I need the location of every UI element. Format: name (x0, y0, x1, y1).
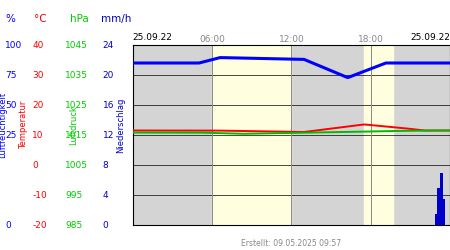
Text: 1015: 1015 (65, 130, 88, 140)
Bar (212, 45, 292, 225)
Text: 25: 25 (5, 130, 17, 140)
Text: %: % (5, 14, 15, 24)
Text: 0: 0 (32, 160, 38, 170)
Text: Niederschlag: Niederschlag (116, 97, 125, 153)
Text: Erstellt: 09.05.2025 09:57: Erstellt: 09.05.2025 09:57 (241, 238, 342, 248)
Bar (364, 45, 393, 225)
Text: 1025: 1025 (65, 100, 88, 110)
Text: 1005: 1005 (65, 160, 88, 170)
Text: hPa: hPa (70, 14, 89, 24)
Text: -10: -10 (32, 190, 47, 200)
Text: 20: 20 (32, 100, 44, 110)
Text: 75: 75 (5, 70, 17, 80)
Text: 20: 20 (103, 70, 114, 80)
Text: Luftfeuchtigkeit: Luftfeuchtigkeit (0, 92, 7, 158)
Text: 100: 100 (5, 40, 22, 50)
Text: 1035: 1035 (65, 70, 88, 80)
Text: 0: 0 (5, 220, 11, 230)
Text: 24: 24 (103, 40, 114, 50)
Bar (440, 172, 442, 225)
Text: Luftdruck: Luftdruck (69, 105, 78, 145)
Text: 4: 4 (103, 190, 108, 200)
Text: 12: 12 (103, 130, 114, 140)
Bar (435, 214, 437, 225)
Text: 25.09.22: 25.09.22 (133, 34, 173, 42)
Text: -20: -20 (32, 220, 47, 230)
Text: mm/h: mm/h (101, 14, 131, 24)
Text: 10: 10 (32, 130, 44, 140)
Text: 25.09.22: 25.09.22 (410, 34, 450, 42)
Text: 985: 985 (65, 220, 82, 230)
Bar (443, 199, 446, 225)
Text: 16: 16 (103, 100, 114, 110)
Text: 8: 8 (103, 160, 108, 170)
Text: 995: 995 (65, 190, 82, 200)
Text: 30: 30 (32, 70, 44, 80)
Text: 40: 40 (32, 40, 44, 50)
Text: 1045: 1045 (65, 40, 88, 50)
Text: 50: 50 (5, 100, 17, 110)
Bar (437, 188, 440, 225)
Text: Temperatur: Temperatur (19, 101, 28, 149)
Text: 0: 0 (103, 220, 108, 230)
Text: °C: °C (34, 14, 46, 24)
